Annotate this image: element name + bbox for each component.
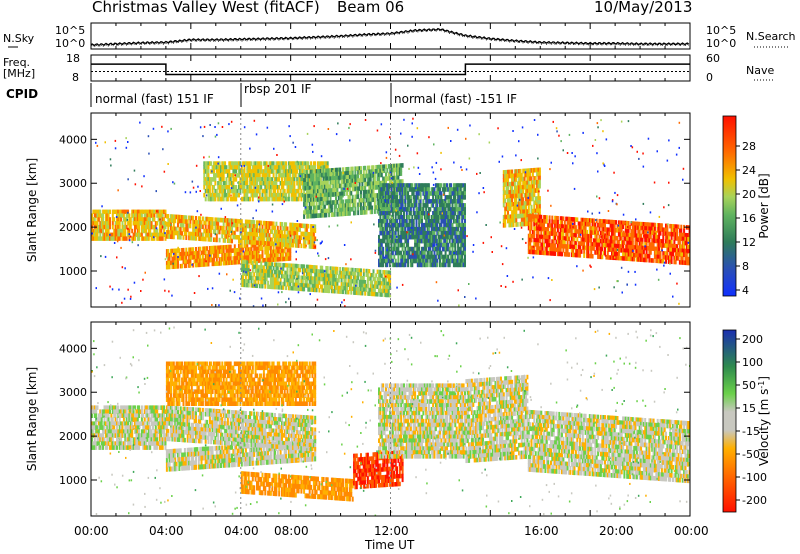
power-colorbar-tick: 16 (742, 212, 756, 225)
ytick-label: 2000 (59, 221, 87, 234)
data-band-8 (527, 409, 690, 484)
power-colorbar-tick: 8 (742, 260, 749, 273)
velocity-colorbar-label: Velocity [m s-1] (757, 376, 771, 466)
date-title: 10/May/2013 (594, 0, 693, 16)
velocity-colorbar-tick: 100 (742, 356, 763, 369)
velocity-panel: 1000 2000 3000 4000 Slant Range [km] (25, 321, 691, 517)
ytick-label: 1000 (59, 265, 87, 278)
freq-unit-label: [MHz] (3, 67, 36, 80)
power-panel: 1000 2000 3000 4000 Slant Range [km] (25, 112, 691, 308)
data-band-6 (378, 183, 466, 268)
cpid-segment-1: normal (fast) 151 IF (95, 92, 214, 106)
freq-right-tick-top: 60 (706, 52, 720, 65)
noise-left-tick-bottom: 10^0 (55, 37, 86, 50)
data-band-3 (165, 361, 317, 406)
velocity-ylabel: Slant Range [km] (25, 367, 39, 471)
velocity-yaxis: 1000 2000 3000 4000 (59, 322, 690, 516)
power-yaxis: 1000 2000 3000 4000 (59, 113, 690, 307)
freq-label: Freq. (3, 56, 31, 69)
velocity-colorbar-tick: -100 (742, 471, 767, 484)
velocity-data (91, 326, 690, 516)
freq-left-tick-bottom: 8 (72, 71, 79, 84)
x-ticks (90, 23, 691, 516)
velocity-colorbar-tick: 15 (742, 402, 756, 415)
nsky-label: N.Sky (3, 32, 35, 45)
velocity-colorbar-tick: -50 (742, 448, 760, 461)
xtick-16: 16:00 (524, 524, 559, 538)
data-band-8 (527, 214, 690, 266)
power-colorbar-label: Power [dB] (757, 173, 771, 238)
velocity-colorbar: 200 100 50 15 -15 -50 -100 -200 Velocity [m s-1… (722, 329, 771, 513)
ytick-label: 4000 (59, 133, 87, 146)
ytick-label: 3000 (59, 386, 87, 399)
station-title: Christmas Valley West (fitACF) (92, 0, 320, 16)
cpid-label: CPID (6, 87, 39, 101)
data-band-1 (165, 240, 292, 270)
data-band-4 (240, 471, 354, 502)
power-colorbar-tick: 20 (742, 188, 756, 201)
velocity-colorbar-tick: -15 (742, 425, 760, 438)
data-band-7 (465, 374, 529, 464)
freq-right-tick-bottom: 0 (706, 71, 713, 84)
power-colorbar-tick: 28 (742, 140, 756, 153)
data-band-0 (91, 209, 167, 241)
nave-label: Nave (746, 64, 775, 77)
xtick-0: 00:00 (74, 524, 109, 538)
data-band-7 (502, 167, 541, 228)
noise-right-tick-top: 10^5 (706, 24, 737, 37)
noise-sky-line (90, 27, 690, 47)
freq-line (91, 63, 690, 76)
noise-right-tick-bottom: 10^0 (706, 37, 737, 50)
noise-search-line (90, 29, 690, 48)
beam-title: Beam 06 (337, 0, 405, 16)
power-colorbar: 28 24 20 16 12 8 4 Power [dB] (722, 115, 771, 297)
power-colorbar-tick: 24 (742, 164, 756, 177)
velocity-colorbar-tick: 50 (742, 379, 756, 392)
x-axis-label: Time UT (365, 538, 415, 552)
velocity-colorbar-tick: 200 (742, 333, 763, 346)
cpid-segment-3: normal (fast) -151 IF (394, 92, 518, 106)
power-data (91, 117, 690, 307)
xtick-20: 20:00 (599, 524, 634, 538)
cpid-panel (90, 83, 392, 107)
data-band-2 (165, 214, 317, 250)
nsearch-label: N.Search (746, 30, 796, 43)
scatter-noise (91, 326, 690, 516)
power-colorbar-tick: 12 (742, 236, 756, 249)
scatter-noise (91, 117, 690, 307)
xtick-1: 04:00 (224, 524, 259, 538)
velocity-colorbar-tick: -200 (742, 494, 767, 507)
noise-left-tick-top: 10^5 (55, 24, 86, 37)
data-band-6 (378, 383, 466, 459)
data-band-2 (165, 405, 317, 452)
ytick-label: 1000 (59, 474, 87, 487)
power-colorbar-tick: 4 (742, 284, 749, 297)
ytick-label: 4000 (59, 342, 87, 355)
data-band-0 (91, 405, 167, 450)
xtick-3: 12:00 (374, 524, 409, 538)
xtick-6: 00:00 (674, 524, 709, 538)
freq-left-tick-top: 18 (66, 52, 80, 65)
xtick-08: 08:00 (274, 524, 309, 538)
ytick-label: 2000 (59, 430, 87, 443)
data-band-4 (240, 260, 392, 298)
ytick-label: 3000 (59, 177, 87, 190)
cpid-segment-2: rbsp 201 IF (244, 82, 312, 96)
xtick-04: 04:00 (149, 524, 184, 538)
power-ylabel: Slant Range [km] (25, 158, 39, 262)
